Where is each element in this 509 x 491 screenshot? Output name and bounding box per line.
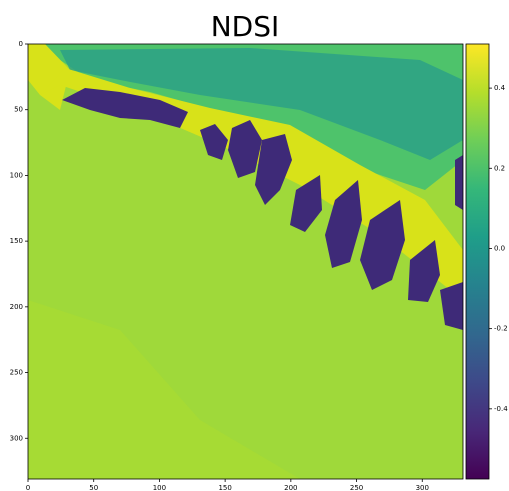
chart: NDSI 0 50 100 150 200 250 300 0 50 100 150 200 250 30… bbox=[0, 0, 509, 491]
y-tick-label: 300 bbox=[10, 434, 23, 442]
colorbar-tick-label: 0.2 bbox=[494, 164, 505, 172]
y-tick-label: 0 bbox=[19, 40, 23, 48]
x-tick-label: 200 bbox=[284, 484, 297, 491]
x-tick-label: 50 bbox=[89, 484, 98, 491]
y-tick-label: 250 bbox=[10, 369, 23, 377]
colorbar-tick-label: -0.4 bbox=[494, 405, 508, 413]
x-tick-label: 300 bbox=[416, 484, 429, 491]
x-tick-label: 0 bbox=[26, 484, 30, 491]
chart-title: NDSI bbox=[211, 10, 280, 43]
colorbar-tick-label: -0.2 bbox=[494, 325, 508, 333]
y-tick-label: 200 bbox=[10, 303, 23, 311]
x-tick-label: 100 bbox=[153, 484, 166, 491]
y-tick-label: 50 bbox=[14, 106, 23, 114]
colorbar bbox=[466, 44, 489, 479]
y-tick-label: 100 bbox=[10, 171, 23, 179]
y-tick-label: 150 bbox=[10, 237, 23, 245]
colorbar-tick-label: 0.0 bbox=[494, 244, 505, 252]
x-tick-label: 250 bbox=[350, 484, 363, 491]
image bbox=[28, 44, 463, 479]
x-tick-label: 150 bbox=[218, 484, 231, 491]
colorbar-tick-label: 0.4 bbox=[494, 84, 506, 92]
